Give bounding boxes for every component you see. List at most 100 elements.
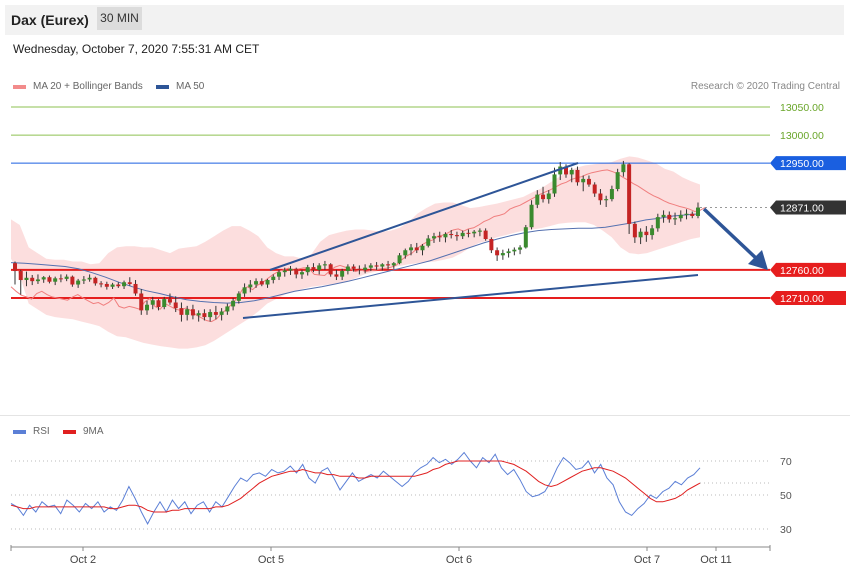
candle-39: [236, 291, 241, 304]
candle-95: [558, 162, 563, 181]
candle-body-85: [500, 253, 505, 256]
candle-body-108: [632, 223, 637, 238]
candle-16: [104, 281, 109, 290]
candle-body-78: [460, 232, 465, 237]
candle-body-32: [196, 313, 201, 316]
candle-57: [340, 268, 345, 281]
candle-body-53: [317, 265, 322, 270]
candle-body-72: [426, 238, 431, 246]
candle-13: [87, 274, 92, 282]
candle-body-46: [277, 272, 282, 277]
price-label-4: 12760.00: [770, 262, 846, 277]
candle-56: [334, 269, 339, 281]
candle-11: [76, 278, 81, 288]
candle-47: [282, 267, 287, 277]
candle-117: [684, 209, 689, 220]
legend-bollinger: MA 20 + Bollinger Bands: [13, 81, 143, 92]
candle-body-14: [93, 277, 98, 284]
candle-65: [386, 260, 391, 270]
candle-45: [271, 274, 276, 284]
candle-118: [690, 211, 695, 219]
candle-body-89: [523, 227, 528, 248]
candle-body-31: [190, 309, 195, 316]
candle-93: [546, 190, 551, 204]
candle-4: [35, 274, 40, 284]
candle-84: [495, 247, 500, 261]
candle-63: [374, 262, 379, 270]
candle-body-115: [673, 218, 678, 220]
candle-109: [638, 228, 643, 245]
candle-body-113: [661, 214, 666, 218]
candle-body-117: [684, 213, 689, 215]
candle-82: [483, 228, 488, 241]
candle-19: [122, 280, 127, 290]
candle-116: [678, 210, 683, 222]
candle-97: [569, 167, 574, 183]
candle-0: [13, 261, 17, 285]
bollinger-band: [11, 156, 700, 349]
candle-body-24: [150, 300, 155, 305]
candle-21: [133, 280, 138, 296]
candle-body-55: [328, 264, 333, 275]
candle-81: [477, 228, 482, 237]
price-label-text-4: 12760.00: [780, 265, 824, 277]
candle-body-93: [546, 193, 551, 200]
candle-body-7: [53, 278, 58, 282]
candle-body-102: [598, 193, 603, 201]
candle-body-70: [414, 247, 419, 251]
candle-body-97: [569, 169, 574, 175]
candle-body-13: [87, 277, 92, 280]
candle-104: [609, 185, 614, 202]
candle-6: [47, 275, 52, 284]
x-tick-label-2: Oct 6: [446, 554, 472, 566]
candle-69: [409, 244, 414, 256]
candle-71: [420, 244, 425, 256]
candle-body-61: [363, 267, 368, 270]
forecast-arrow-shaft: [702, 207, 760, 262]
candle-body-106: [621, 164, 626, 173]
candle-body-107: [627, 164, 632, 224]
instrument-title: Dax (Eurex): [11, 12, 89, 28]
candle-body-116: [678, 214, 683, 219]
candle-body-4: [35, 279, 40, 282]
candle-body-0: [13, 263, 17, 272]
candle-body-100: [586, 178, 591, 185]
candle-body-47: [282, 270, 287, 273]
candle-body-114: [667, 214, 672, 220]
candle-body-80: [472, 231, 477, 234]
candle-body-94: [552, 174, 557, 194]
candle-74: [437, 231, 442, 242]
price-label-box-2: [770, 156, 846, 171]
candle-40: [242, 283, 247, 297]
candle-8: [58, 274, 63, 283]
rsi-tick-label-1: 50: [780, 490, 792, 502]
candle-80: [472, 230, 477, 238]
header-bar: [5, 5, 844, 35]
timeframe-button[interactable]: 30 MIN: [97, 7, 142, 30]
candle-79: [466, 229, 471, 238]
x-tick-label-3: Oct 7: [634, 554, 660, 566]
candle-25: [156, 299, 161, 311]
candle-body-101: [592, 184, 597, 194]
x-tick-label-4: Oct 11: [700, 554, 732, 566]
bollinger-label: MA 20 + Bollinger Bands: [33, 81, 143, 92]
candle-body-69: [409, 247, 414, 251]
candle-body-73: [431, 236, 436, 239]
candle-5: [41, 276, 46, 283]
candle-body-3: [30, 277, 35, 282]
candle-body-104: [609, 189, 614, 200]
candle-66: [391, 262, 396, 269]
candle-body-44: [265, 280, 270, 285]
candle-105: [615, 168, 620, 192]
candle-body-36: [219, 311, 224, 315]
candle-body-83: [489, 239, 494, 251]
candle-body-62: [368, 265, 373, 268]
candle-38: [231, 298, 236, 311]
candle-34: [208, 309, 213, 322]
candle-body-27: [167, 299, 172, 303]
ma20-line: [10, 169, 706, 323]
candle-body-16: [104, 283, 109, 287]
candle-body-87: [512, 249, 517, 252]
candle-61: [363, 264, 368, 274]
